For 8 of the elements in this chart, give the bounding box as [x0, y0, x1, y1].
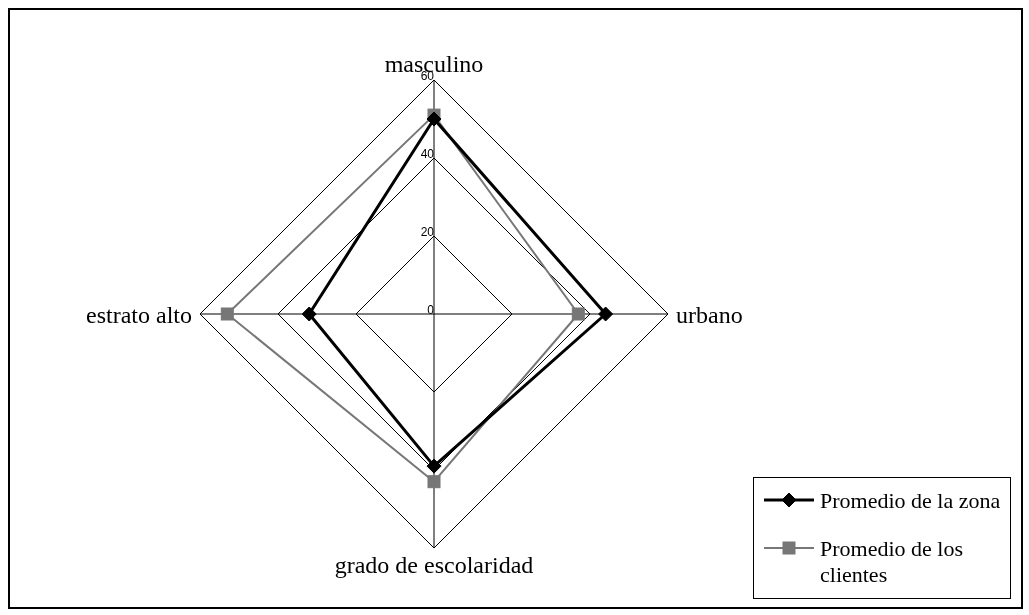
legend-label: Promedio de la zona — [820, 488, 1001, 514]
legend-label: Promedio de los clientes — [820, 536, 964, 588]
spoke-label: estrato alto — [86, 301, 192, 328]
spoke-label: grado de escolaridad — [334, 552, 534, 579]
y-tick-label: 40 — [420, 147, 435, 161]
spoke-label: urbano — [676, 301, 743, 328]
y-tick-label: 20 — [420, 225, 435, 239]
y-tick-label: 0 — [427, 303, 435, 317]
